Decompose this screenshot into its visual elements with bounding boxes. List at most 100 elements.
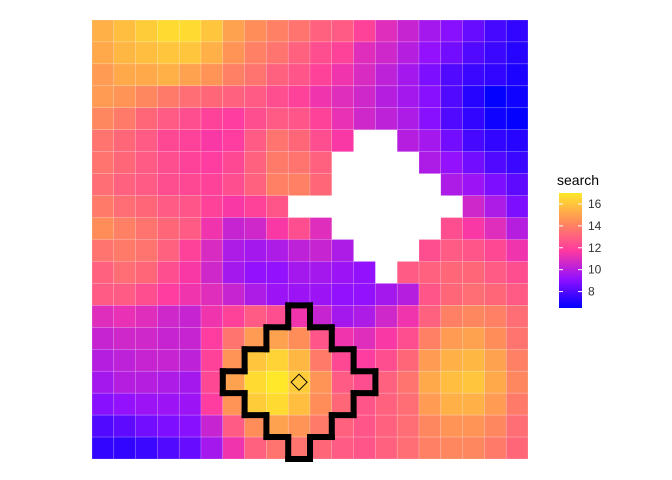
heatmap-cell: [462, 436, 485, 460]
heatmap-cell: [287, 41, 311, 65]
heatmap-cell: [462, 173, 485, 196]
heatmap-cell: [91, 261, 115, 284]
heatmap-cell: [331, 436, 354, 460]
heatmap-cell: [462, 63, 485, 87]
heatmap-cell: [91, 305, 115, 328]
heatmap-cell: [113, 392, 136, 416]
heatmap-cell: [178, 107, 202, 131]
heatmap-cell: [287, 173, 311, 196]
heatmap-cell: [266, 63, 289, 87]
heatmap-cell: [418, 392, 442, 416]
heatmap-cell: [287, 217, 311, 240]
heatmap-cell: [353, 370, 376, 394]
heatmap-cell: [418, 261, 442, 284]
heatmap-cell: [462, 414, 485, 438]
heatmap-cell: [505, 327, 529, 350]
heatmap-cell: [440, 85, 463, 109]
heatmap-cell: [309, 414, 333, 438]
heatmap-cell: [440, 129, 463, 152]
heatmap-cell: [222, 305, 245, 328]
heatmap-cell: [396, 261, 420, 284]
heatmap-cell: [375, 327, 398, 350]
heatmap-cell: [157, 436, 180, 460]
target-marker: [290, 373, 308, 391]
heatmap-cell: [462, 195, 485, 218]
heatmap-cell: [91, 85, 115, 109]
heatmap-cell: [157, 370, 180, 394]
heatmap-cell: [244, 63, 267, 87]
heatmap-cell: [157, 63, 180, 87]
heatmap-cell: [244, 41, 267, 65]
heatmap-cell: [418, 239, 442, 262]
heatmap-cell: [484, 63, 507, 87]
heatmap-cell: [505, 392, 529, 416]
heatmap-cell: [440, 63, 463, 87]
heatmap-cell: [135, 173, 158, 196]
heatmap-cell: [222, 129, 245, 152]
heatmap-cell: [91, 239, 115, 262]
heatmap-cell: [91, 19, 115, 43]
heatmap-cell: [396, 283, 420, 306]
heatmap-cell: [331, 41, 354, 65]
heatmap-cell: [440, 283, 463, 306]
heatmap-cell: [244, 261, 267, 284]
heatmap-cell: [113, 239, 136, 262]
heatmap-cell: [222, 370, 245, 394]
heatmap-cell: [484, 436, 507, 460]
heatmap-cell: [157, 19, 180, 43]
heatmap-cell: [505, 261, 529, 284]
color-legend: search 8 10 12 14 16: [557, 172, 602, 308]
heatmap-cell: [244, 305, 267, 328]
heatmap-cell: [266, 129, 289, 152]
heatmap-cell: [462, 151, 485, 174]
heatmap-cell: [418, 151, 442, 174]
heatmap-cell: [157, 217, 180, 240]
heatmap-cell: [157, 349, 180, 372]
heatmap-cell: [113, 414, 136, 438]
heatmap-cell: [157, 283, 180, 306]
heatmap-cell: [484, 370, 507, 394]
heatmap-cell: [331, 392, 354, 416]
heatmap-cell: [266, 239, 289, 262]
heatmap-cell: [157, 85, 180, 109]
heatmap-cell: [200, 349, 224, 372]
heatmap-cell: [135, 195, 158, 218]
heatmap-cell: [222, 239, 245, 262]
heatmap-cell: [178, 305, 202, 328]
heatmap-cell: [135, 129, 158, 152]
heatmap-cell: [418, 283, 442, 306]
heatmap-cell: [135, 217, 158, 240]
heatmap-cell: [396, 305, 420, 328]
heatmap-cell: [113, 217, 136, 240]
heatmap-cell: [505, 129, 529, 152]
heatmap-cell: [353, 261, 376, 284]
heatmap-cell: [505, 85, 529, 109]
heatmap-cell: [484, 151, 507, 174]
heatmap-cell: [396, 327, 420, 350]
heatmap-cell: [135, 283, 158, 306]
heatmap-cell: [135, 305, 158, 328]
heatmap-cell: [244, 19, 267, 43]
heatmap-cell: [113, 173, 136, 196]
heatmap-cell: [287, 151, 311, 174]
heatmap-cell: [91, 283, 115, 306]
heatmap-cell: [266, 305, 289, 328]
heatmap-cell: [222, 41, 245, 65]
heatmap-cell: [375, 63, 398, 87]
heatmap-cell: [178, 41, 202, 65]
heatmap-cell: [375, 283, 398, 306]
heatmap-cell: [266, 327, 289, 350]
heatmap-cell: [353, 41, 376, 65]
heatmap-cell: [396, 107, 420, 131]
legend-ticks: 8 10 12 14 16: [559, 197, 602, 299]
heatmap-cell: [178, 414, 202, 438]
heatmap-cell: [396, 414, 420, 438]
heatmap-cell: [505, 217, 529, 240]
legend-tick-label: 10: [588, 263, 602, 277]
heatmap-cell: [309, 19, 333, 43]
heatmap-cell: [222, 85, 245, 109]
heatmap-cell: [178, 217, 202, 240]
heatmap-cell: [309, 151, 333, 174]
heatmap-cell: [440, 261, 463, 284]
